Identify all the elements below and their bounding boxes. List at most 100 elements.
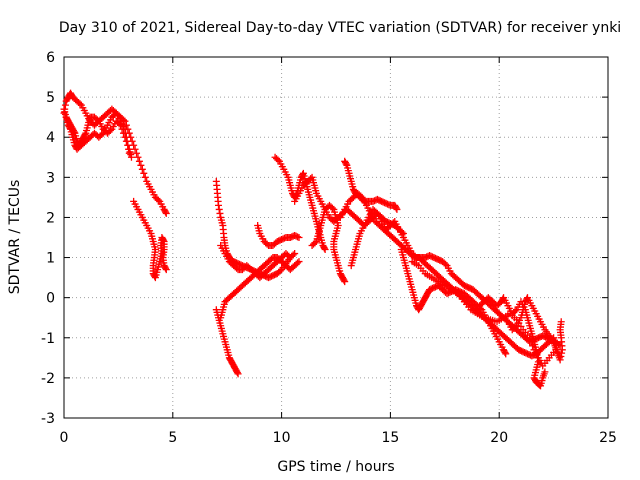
- x-tick-label: 5: [168, 430, 177, 446]
- data-point: [125, 145, 133, 153]
- data-point: [320, 244, 328, 252]
- series-arc-12: [308, 201, 349, 286]
- data-point: [341, 278, 349, 286]
- data-point: [162, 209, 170, 217]
- y-tick-label: 3: [46, 170, 55, 186]
- data-point: [125, 149, 133, 157]
- data-point: [81, 131, 89, 139]
- data-point: [511, 307, 519, 315]
- data-point: [295, 234, 303, 241]
- data-point: [340, 276, 348, 284]
- data-point: [557, 352, 565, 360]
- series-arc-9: [254, 221, 303, 250]
- data-point: [93, 116, 101, 124]
- series-arc-8: [217, 242, 294, 282]
- x-axis-label: GPS time / hours: [277, 459, 394, 475]
- data-point: [299, 171, 307, 179]
- data-point: [151, 272, 159, 280]
- series-arc-6: [212, 306, 242, 378]
- y-tick-label: -3: [41, 411, 55, 427]
- data-point: [162, 264, 170, 272]
- data-point: [137, 161, 145, 169]
- y-axis-label: SDTVAR / TECUs: [7, 180, 23, 295]
- data-point: [294, 233, 302, 241]
- data-point: [274, 156, 282, 164]
- data-point: [558, 349, 566, 357]
- data-point: [124, 141, 132, 149]
- data-point: [372, 208, 380, 216]
- data-marks: [60, 89, 566, 390]
- data-point: [216, 209, 224, 217]
- y-tick-label: 5: [46, 90, 55, 106]
- data-point: [534, 354, 542, 362]
- data-point: [154, 196, 162, 204]
- data-point: [393, 205, 401, 213]
- series-arc-18: [476, 294, 549, 390]
- data-point: [502, 350, 510, 358]
- y-tick-label: 0: [46, 291, 55, 307]
- data-point: [291, 250, 299, 258]
- x-tick-labels: 0 5 10 15 20 25: [60, 430, 617, 446]
- chart-title: Day 310 of 2021, Sidereal Day-to-day VTE…: [59, 20, 621, 36]
- y-tick-label: 6: [46, 50, 55, 66]
- data-point: [159, 236, 167, 244]
- data-point: [233, 369, 241, 377]
- data-point: [342, 160, 350, 168]
- data-point: [61, 101, 69, 109]
- data-point: [162, 208, 170, 216]
- data-point: [141, 173, 149, 181]
- data-point: [98, 131, 106, 139]
- y-tick-label: 2: [46, 210, 55, 226]
- data-point: [556, 356, 564, 364]
- data-point: [533, 350, 541, 358]
- series-arc-15: [347, 205, 564, 350]
- data-point: [311, 239, 319, 247]
- tick-layer: [63, 56, 609, 419]
- data-point: [442, 260, 450, 268]
- data-point: [511, 323, 519, 331]
- data-point: [214, 201, 222, 209]
- y-tick-label: 4: [46, 130, 55, 146]
- x-tick-label: 25: [599, 430, 617, 446]
- series-arc-3: [60, 105, 133, 157]
- data-point: [285, 252, 293, 260]
- data-point: [501, 348, 509, 356]
- data-point: [357, 192, 365, 200]
- data-point: [532, 346, 540, 354]
- data-point: [392, 204, 400, 212]
- data-point: [286, 254, 294, 262]
- data-point: [123, 137, 131, 145]
- data-point: [66, 124, 74, 132]
- data-point: [122, 133, 130, 141]
- data-point: [321, 246, 329, 254]
- series-arc-10: [271, 153, 329, 254]
- x-tick-label: 15: [381, 430, 399, 446]
- x-tick-label: 10: [273, 430, 291, 446]
- x-tick-label: 20: [490, 430, 508, 446]
- series-arc-19: [504, 294, 566, 364]
- data-point: [557, 318, 565, 326]
- data-point: [234, 370, 242, 378]
- data-point: [215, 205, 223, 213]
- data-point: [121, 125, 129, 133]
- data-point: [328, 204, 336, 212]
- series-arc-4: [130, 197, 170, 282]
- data-point: [133, 149, 141, 157]
- data-point: [122, 129, 130, 137]
- data-point: [135, 157, 143, 165]
- y-tick-label: -1: [41, 331, 55, 347]
- data-point: [162, 266, 170, 274]
- data-point: [541, 368, 549, 376]
- y-tick-labels: -3 -2 -1 0 1 2 3 4 5 6: [41, 50, 55, 427]
- x-tick-label: 0: [60, 430, 69, 446]
- data-point: [134, 153, 142, 161]
- data-point: [138, 165, 146, 173]
- plot-frame: [63, 56, 609, 419]
- series-arc-1: [60, 89, 170, 217]
- y-tick-label: 1: [46, 251, 55, 267]
- series-arc-17: [408, 258, 560, 370]
- data-point: [294, 259, 302, 267]
- data-point: [127, 153, 135, 161]
- y-tick-label: -2: [41, 371, 55, 387]
